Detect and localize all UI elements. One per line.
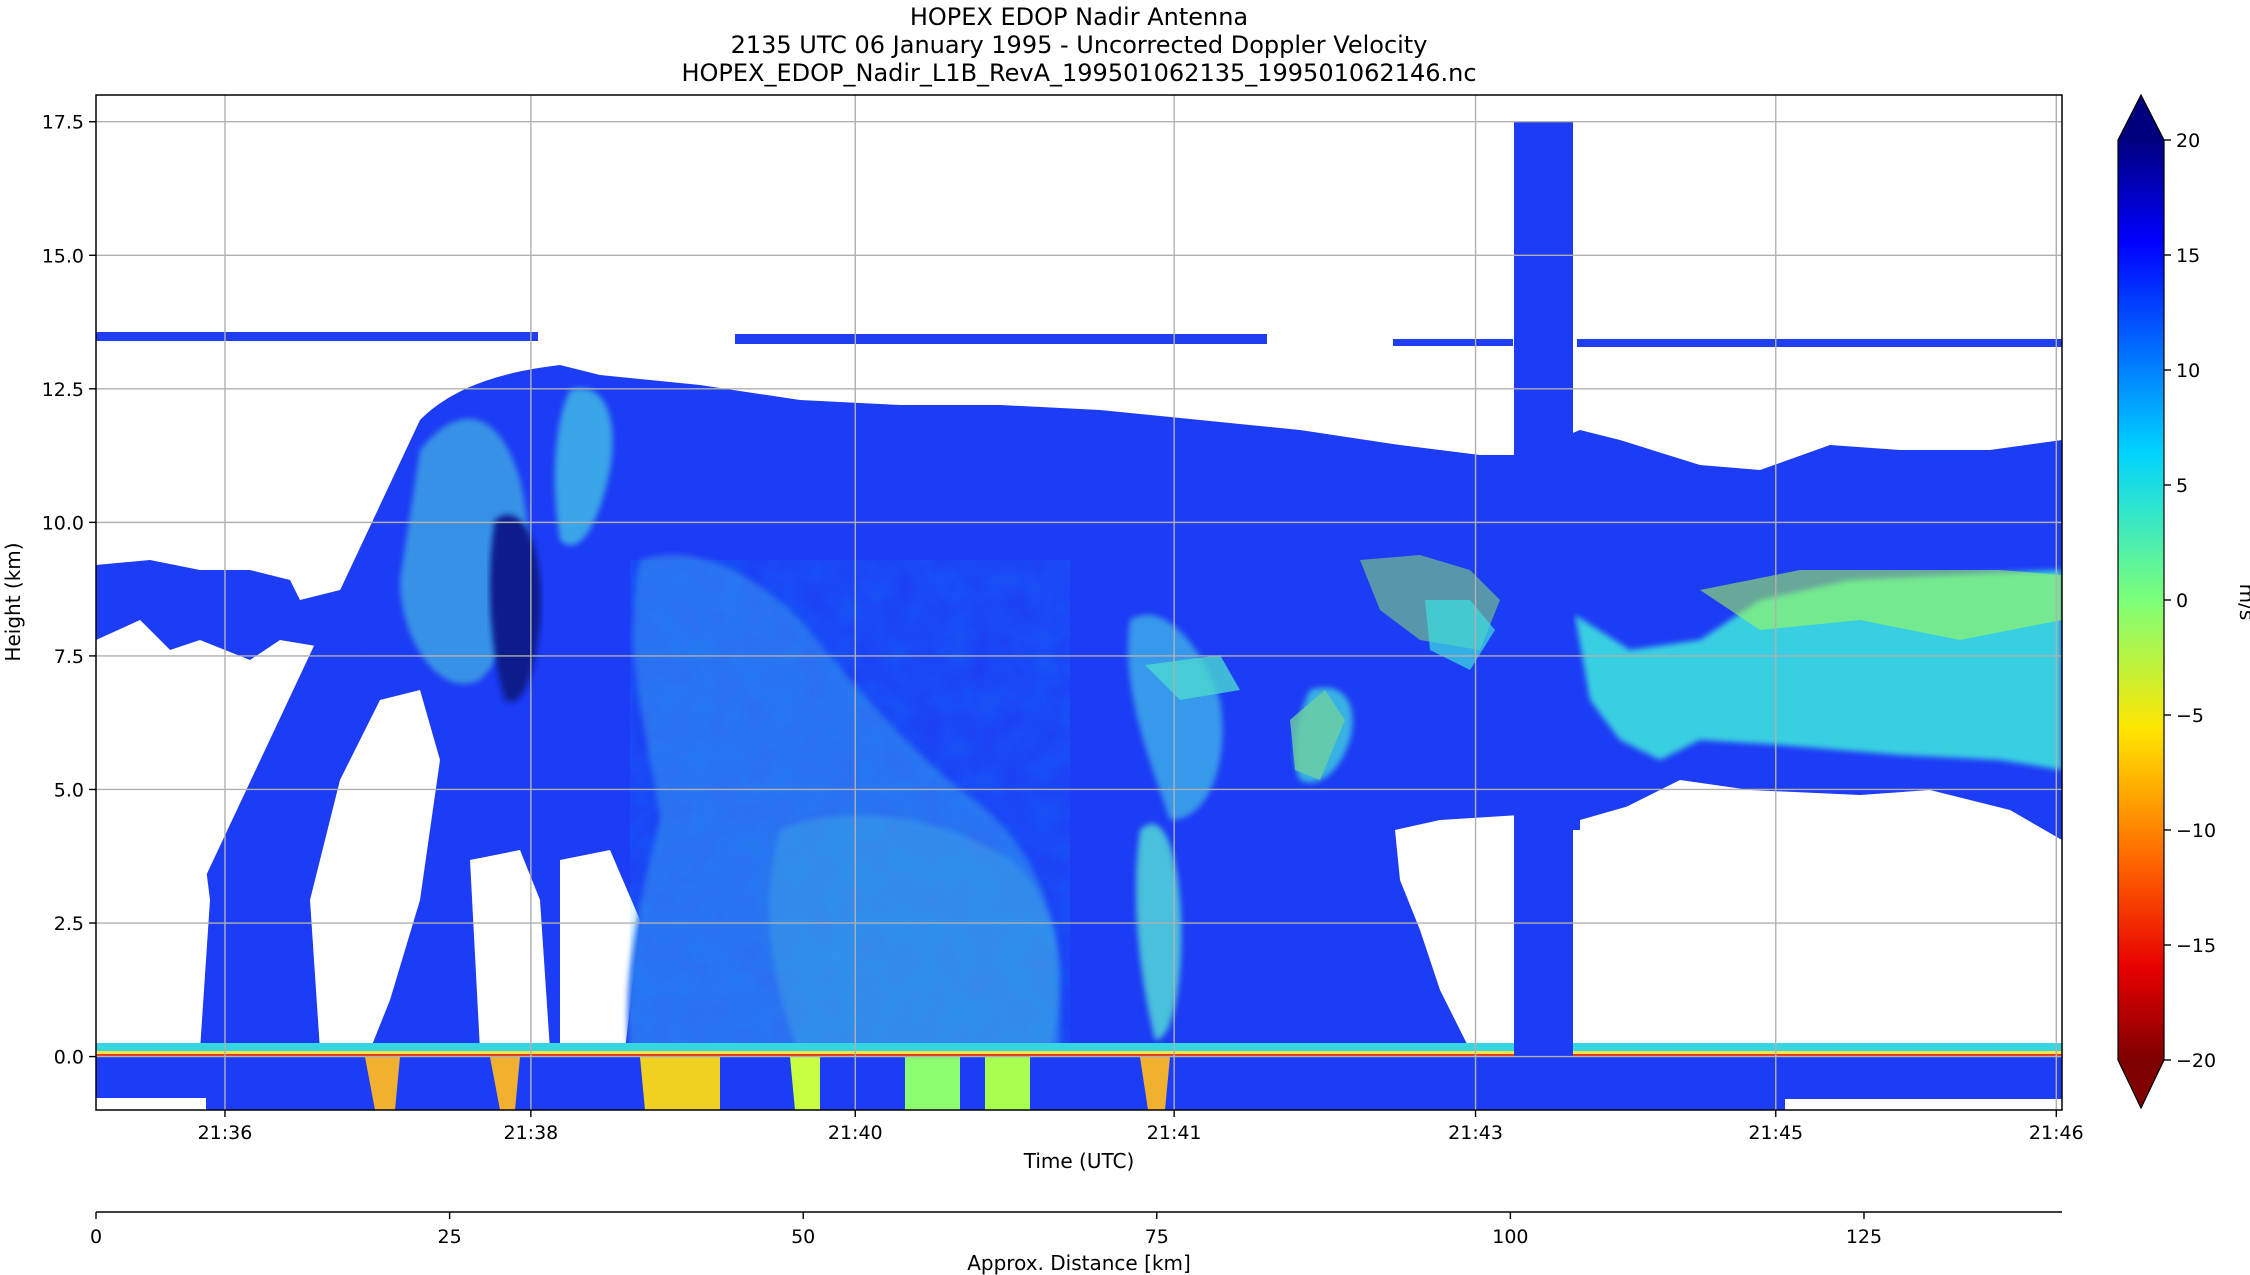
grid [96,95,2062,1110]
distance-axis: 0 25 50 75 100 125 [90,1212,1882,1248]
colorbar-tick-label: 5 [2176,475,2188,497]
subsurface-hot-4 [790,1057,820,1110]
y-tick-label: 12.5 [42,379,84,401]
cirrus-layer-right [1577,339,2062,347]
distance-tick-label: 75 [1145,1226,1169,1248]
cirrus-layer-left [96,332,538,341]
clear-gap-3 [310,690,440,1050]
distance-tick-label: 0 [90,1226,102,1248]
subsurface-hot-1 [365,1057,400,1110]
colorbar-tick-label: −5 [2176,705,2204,727]
x-tick-label: 21:40 [828,1122,883,1144]
colorbar-ticks: 20 15 10 5 0 −5 −10 −15 −20 [2164,130,2216,1072]
anvil-left [96,560,380,660]
clear-gap-2 [1580,800,2062,1050]
y-tick-label: 7.5 [54,646,84,668]
y-axis-label: Height (km) [1,542,25,661]
x-tick-label: 21:46 [2029,1122,2084,1144]
y-axis: 0.0 2.5 5.0 7.5 10.0 12.5 15.0 17.5 [42,112,96,1069]
cirrus-layer-center [735,334,1267,344]
low-echo-left [210,890,310,1060]
subsurface-echo [96,1057,2062,1110]
clear-gap-5 [560,850,640,1050]
colorbar-tick-label: −20 [2176,1050,2216,1072]
colorbar-gradient [2118,140,2164,1060]
surface-echo-red [96,1054,2062,1057]
x-axis-label: Time (UTC) [1023,1149,1135,1173]
x-tick-label: 21:38 [503,1122,558,1144]
distance-tick-label: 50 [791,1226,815,1248]
data-gap-column [1514,121,1573,1110]
chart-title-line-3: HOPEX_EDOP_Nadir_L1B_RevA_199501062135_1… [681,59,1476,87]
colorbar: 20 15 10 5 0 −5 −10 −15 −20 m/s [2117,93,2250,1110]
y-tick-label: 10.0 [42,512,84,534]
subsurface-hot-6 [985,1057,1030,1110]
subsurface-hot-5 [905,1057,960,1110]
radar-image [96,95,2062,1110]
distance-tick-label: 125 [1846,1226,1882,1248]
subsurface-gap-2 [1785,1099,2062,1110]
colorbar-tick-label: −10 [2176,820,2216,842]
y-tick-label: 15.0 [42,245,84,267]
colorbar-tick-label: −15 [2176,935,2216,957]
y-tick-label: 5.0 [54,779,84,801]
colorbar-label: m/s [2235,584,2250,621]
colorbar-tick-label: 15 [2176,245,2200,267]
y-tick-label: 17.5 [42,112,84,134]
distance-tick-label: 100 [1492,1226,1528,1248]
subsurface-hot-7 [1140,1057,1170,1110]
x-tick-label: 21:45 [1748,1122,1803,1144]
mid-level-band-upper [1700,570,2062,640]
clear-gap-1 [1395,815,1520,1055]
x-tick-label: 21:41 [1147,1122,1202,1144]
chart-title-line-1: HOPEX EDOP Nadir Antenna [910,3,1248,31]
downdraft-core [489,514,541,702]
plot-frame [95,94,2063,1111]
clear-gap-6 [96,620,210,1050]
x-axis: 21:36 21:38 21:40 21:41 21:43 21:45 21:46 [198,1110,2084,1144]
distance-axis-label: Approx. Distance [km] [967,1251,1191,1275]
subsurface-gap-1 [96,1098,206,1110]
echo-patch-2 [1290,690,1345,780]
cirrus-layer-patch [1393,339,1513,346]
echo-patch-4 [1425,600,1495,670]
colorbar-extend-top [2118,95,2164,140]
clear-gap-4 [470,850,550,1050]
surface-echo-yellow [96,1051,2062,1054]
colorbar-extend-bottom [2118,1060,2164,1108]
y-tick-label: 2.5 [54,913,84,935]
distance-tick-label: 25 [438,1226,462,1248]
x-tick-label: 21:36 [198,1122,253,1144]
echo-patch-1 [1145,655,1240,700]
y-tick-label: 0.0 [54,1047,84,1069]
subsurface-hot-3 [640,1057,720,1110]
chart-title-line-2: 2135 UTC 06 January 1995 - Uncorrected D… [731,31,1428,59]
colorbar-tick-label: 10 [2176,360,2200,382]
x-tick-label: 21:43 [1448,1122,1503,1144]
surface-echo-top [96,1043,2062,1051]
colorbar-tick-label: 20 [2176,130,2200,152]
subsurface-hot-2 [490,1057,520,1110]
colorbar-tick-label: 0 [2176,590,2188,612]
